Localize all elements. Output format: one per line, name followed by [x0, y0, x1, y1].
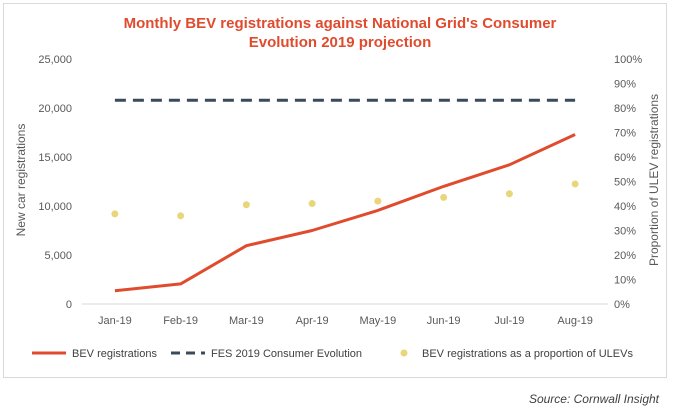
legend: BEV registrations FES 2019 Consumer Evolu…: [32, 348, 633, 360]
bev-registrations-line: [114, 133, 576, 293]
axes: 0 5,000 10,000 15,000 20,000 25,000 0% 10% 20% 30…: [38, 54, 642, 327]
x-tick-label: Jan-19: [98, 315, 132, 327]
proportion-point: [571, 180, 579, 188]
y-left-tick-label: 20,000: [38, 103, 72, 115]
y-right-tick-label: 30%: [614, 226, 636, 238]
y-right-tick-label: 90%: [614, 79, 636, 91]
y-left-tick-label: 25,000: [38, 54, 72, 66]
x-tick-label: Mar-19: [229, 315, 264, 327]
marks: [111, 98, 579, 293]
y-left-tick-label: 0: [66, 299, 72, 311]
chart-title-line-2: Evolution 2019 projection: [249, 34, 432, 51]
proportion-point: [111, 210, 119, 218]
legend-label: BEV registrations as a proportion of ULE…: [422, 348, 633, 360]
chart-frame: [3, 3, 667, 378]
proportion-point: [177, 212, 185, 220]
proportion-point: [374, 197, 382, 205]
y-left-tick-label: 5,000: [44, 250, 72, 262]
legend-marker-proportion: [400, 349, 408, 357]
y-left-tick-label: 15,000: [38, 152, 72, 164]
y-right-tick-label: 80%: [614, 103, 636, 115]
y-right-tick-label: 50%: [614, 177, 636, 189]
y-right-tick-label: 0%: [614, 299, 630, 311]
legend-label: FES 2019 Consumer Evolution: [211, 348, 362, 360]
y-axis-left-label: New car registrations: [14, 124, 28, 237]
proportion-point: [505, 190, 513, 198]
proportion-point: [440, 193, 448, 201]
y-right-tick-label: 60%: [614, 152, 636, 164]
y-right-tick-label: 40%: [614, 201, 636, 213]
proportion-point: [242, 201, 250, 209]
y-right-tick-label: 10%: [614, 275, 636, 287]
source-note: Source: Cornwall Insight: [528, 392, 659, 406]
x-tick-label: Aug-19: [557, 315, 592, 327]
proportion-point: [308, 200, 316, 208]
x-tick-label: Jun-19: [427, 315, 461, 327]
y-right-tick-label: 100%: [614, 54, 642, 66]
chart-title-line-1: Monthly BEV registrations against Nation…: [124, 15, 557, 32]
y-axis-right-label: Proportion of ULEV registrations: [647, 94, 661, 266]
x-tick-label: Jul-19: [494, 315, 524, 327]
y-left-tick-label: 10,000: [38, 201, 72, 213]
legend-label: BEV registrations: [72, 348, 157, 360]
x-tick-label: May-19: [360, 315, 397, 327]
y-right-tick-label: 70%: [614, 128, 636, 140]
x-tick-label: Feb-19: [163, 315, 198, 327]
x-tick-label: Apr-19: [296, 315, 329, 327]
y-right-tick-label: 20%: [614, 250, 636, 262]
